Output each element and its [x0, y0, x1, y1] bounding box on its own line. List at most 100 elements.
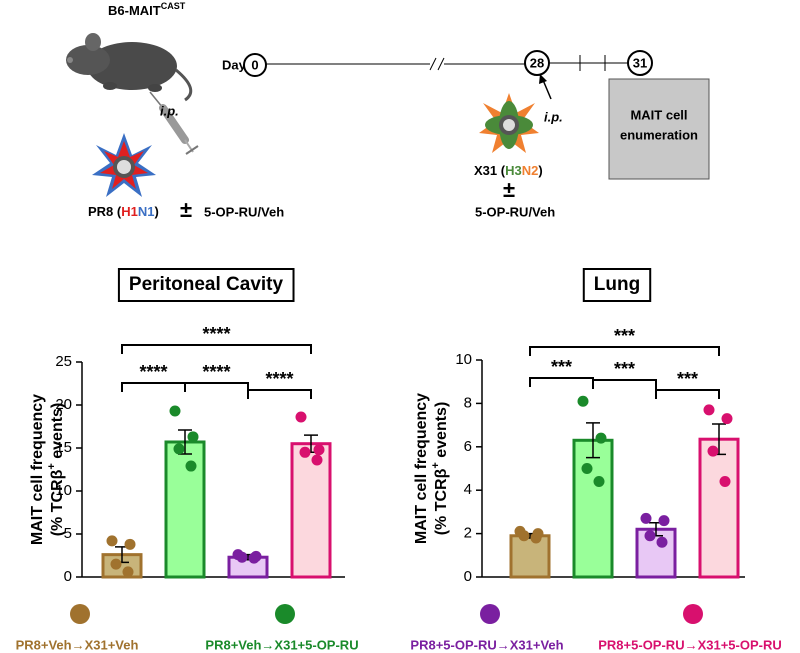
- significance-label: ****: [139, 362, 167, 382]
- day: 31: [633, 55, 647, 70]
- route-label: i.p.: [160, 103, 179, 118]
- significance-label: ****: [202, 362, 230, 382]
- arrow-head: [539, 74, 547, 84]
- significance-label: ***: [551, 357, 572, 377]
- data-point: [106, 535, 118, 547]
- y-tick-label: 0: [64, 568, 72, 585]
- virus-label: PR8 (H1N1): [88, 204, 159, 219]
- chart-title: Peritoneal Cavity: [129, 274, 284, 295]
- virus-icon: [92, 133, 156, 197]
- y-label-line: events): [433, 402, 450, 462]
- enumeration-box: [608, 78, 710, 180]
- bar: [509, 534, 551, 579]
- data-point: [299, 446, 311, 458]
- y-tick-label: 10: [455, 351, 472, 368]
- legend-label: PR8+5-OP-RU→X31+5-OP-RU: [598, 637, 782, 652]
- data-point: [313, 444, 325, 456]
- box-text: enumeration: [620, 127, 698, 142]
- virus-h: H1: [121, 204, 138, 219]
- y-tick-label: 2: [464, 525, 472, 542]
- treatment: 5-OP-RU/Veh: [204, 204, 284, 219]
- data-point: [124, 538, 136, 550]
- mouse-icon: [66, 33, 193, 102]
- y-label-line: (% TCRβ: [433, 468, 450, 535]
- legend-label: PR8+5-OP-RU→X31+Veh: [410, 637, 563, 652]
- strain-superscript: CAST: [161, 1, 186, 11]
- significance-bracket: [247, 389, 312, 399]
- arrow: [542, 79, 552, 100]
- data-point: [721, 413, 733, 425]
- virus-n: N1: [138, 204, 155, 219]
- bar: [572, 438, 614, 579]
- data-point: [595, 432, 607, 444]
- syringe-icon: [149, 91, 199, 155]
- data-point: [593, 476, 605, 488]
- error-bar: [586, 422, 600, 459]
- box-text: MAIT cell: [630, 107, 687, 122]
- y-tick-label: 8: [464, 394, 472, 411]
- significance-bracket: [655, 389, 720, 399]
- timeline-break: [437, 57, 445, 71]
- day-circle: [524, 50, 550, 76]
- y-tick-label: 4: [464, 481, 472, 498]
- significance-bracket: [184, 382, 249, 392]
- data-point: [577, 395, 589, 407]
- legend-marker: [480, 604, 500, 624]
- data-point: [530, 532, 542, 544]
- significance-bracket: [529, 377, 594, 387]
- significance-label: ***: [677, 369, 698, 389]
- significance-bracket: [529, 346, 720, 356]
- day: 28: [530, 55, 544, 70]
- timeline-break: [429, 57, 437, 71]
- title-box: [582, 268, 652, 302]
- y-label-sup: +: [430, 462, 442, 468]
- data-point: [640, 512, 652, 524]
- data-point: [295, 411, 307, 423]
- strain: B6-MAIT: [108, 3, 161, 18]
- chart-title: Lung: [594, 274, 640, 295]
- legend-label: PR8+Veh→X31+5-OP-RU: [205, 637, 358, 652]
- y-label-line: (% TCRβ: [49, 469, 66, 536]
- virus-label: X31 (H3N2): [474, 163, 543, 178]
- significance-bracket: [592, 379, 657, 389]
- virus-close: ): [154, 204, 158, 219]
- data-point: [110, 558, 122, 570]
- data-point: [707, 445, 719, 457]
- day: 0: [251, 57, 258, 72]
- data-point: [311, 454, 323, 466]
- legend-marker: [70, 604, 90, 624]
- bar: [164, 440, 206, 579]
- data-point: [173, 443, 185, 455]
- virus-h: H3: [505, 163, 522, 178]
- y-tick-label: 15: [55, 439, 72, 456]
- data-point: [719, 476, 731, 488]
- virus-icon: [479, 93, 539, 153]
- y-tick-label: 20: [55, 396, 72, 413]
- data-point: [658, 515, 670, 527]
- mouse-strain: B6-MAITCAST: [108, 1, 186, 18]
- treatment: 5-OP-RU/Veh: [475, 204, 555, 219]
- y-label-line: MAIT cell frequency: [413, 393, 430, 544]
- data-point: [518, 530, 530, 542]
- legend-label: PR8+Veh→X31+Veh: [16, 637, 139, 652]
- y-axis-label: MAIT cell frequency (% TCRβ+ events): [413, 393, 450, 544]
- y-label-line: events): [49, 403, 66, 463]
- significance-bracket: [121, 382, 186, 392]
- data-point: [644, 530, 656, 542]
- plus-minus: ±: [180, 197, 192, 222]
- legend-marker: [275, 604, 295, 624]
- day-circle: [243, 53, 267, 77]
- title-box: [117, 268, 295, 302]
- data-point: [122, 566, 134, 578]
- data-point: [581, 463, 593, 474]
- significance-label: ****: [202, 324, 230, 344]
- y-label-sup: +: [46, 463, 58, 469]
- data-point: [236, 551, 248, 563]
- y-tick-label: 0: [464, 568, 472, 585]
- y-tick-label: 6: [464, 438, 472, 455]
- route-label: i.p.: [544, 109, 563, 124]
- bar: [290, 442, 332, 579]
- y-axis-label: MAIT cell frequency (% TCRβ+ events): [29, 394, 66, 545]
- day-circle: [627, 50, 653, 76]
